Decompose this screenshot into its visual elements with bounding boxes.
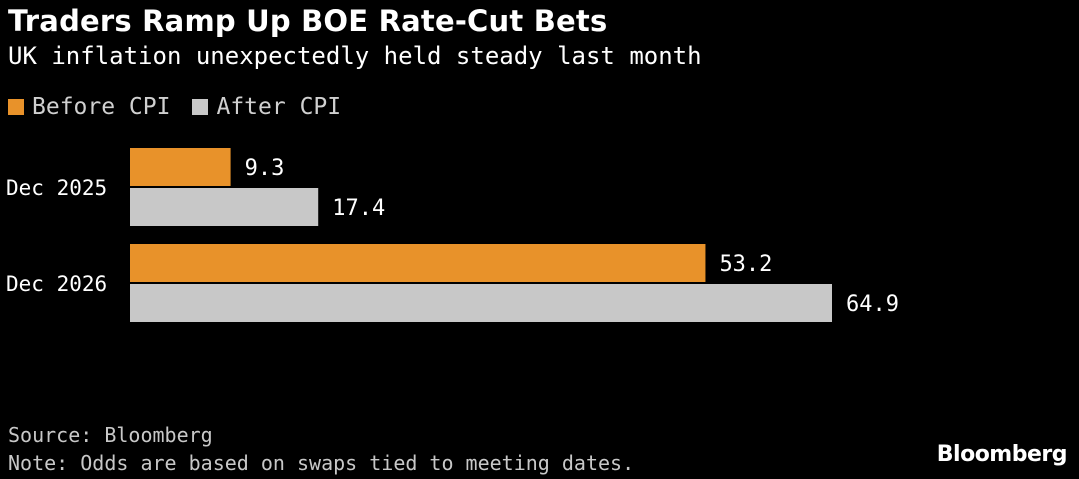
- footer: Source: Bloomberg Note: Odds are based o…: [8, 421, 634, 477]
- bloomberg-logo: Bloomberg: [936, 442, 1068, 467]
- legend-label-after: After CPI: [216, 94, 342, 120]
- legend: Before CPI After CPI: [8, 94, 363, 120]
- category-label: Dec 2025: [6, 176, 107, 200]
- methodology-note: Note: Odds are based on swaps tied to me…: [8, 451, 635, 475]
- data-label: 9.3: [245, 156, 285, 181]
- chart-subtitle: UK inflation unexpectedly held steady la…: [8, 42, 702, 70]
- legend-swatch-after: [192, 99, 209, 115]
- chart-title: Traders Ramp Up BOE Rate-Cut Bets: [8, 4, 608, 38]
- bar-before-cpi: [130, 148, 231, 186]
- legend-item-after: After CPI: [192, 94, 341, 120]
- category-label: Dec 2026: [6, 272, 107, 296]
- legend-item-before: Before CPI: [8, 94, 170, 120]
- source-note: Source: Bloomberg: [8, 423, 213, 447]
- bar-before-cpi: [130, 244, 706, 282]
- legend-swatch-before: [8, 99, 24, 115]
- legend-label-before: Before CPI: [32, 94, 171, 120]
- bar-after-cpi: [130, 188, 319, 226]
- data-label: 53.2: [719, 252, 772, 277]
- data-label: 64.9: [846, 292, 899, 317]
- data-label: 17.4: [332, 196, 385, 221]
- bar-after-cpi: [130, 284, 832, 322]
